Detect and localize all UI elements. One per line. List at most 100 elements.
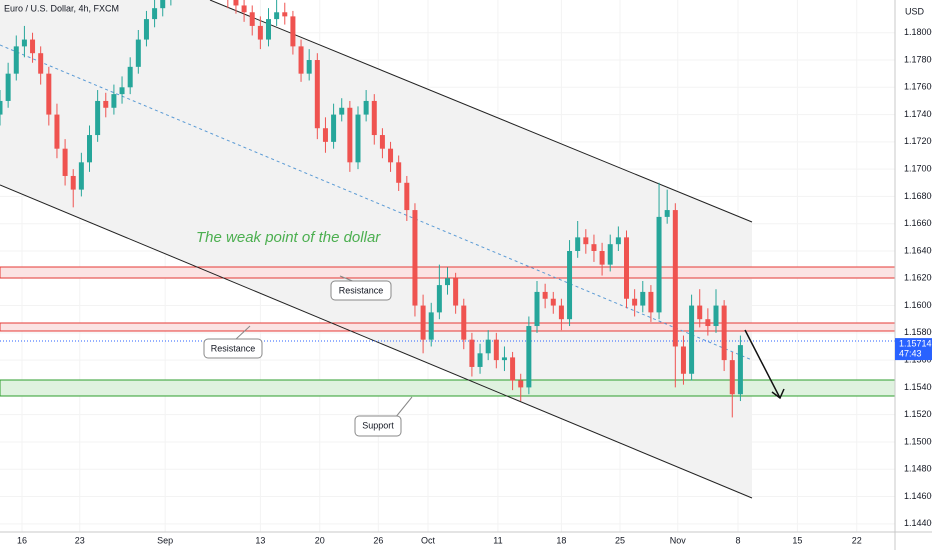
x-tick-label: 13: [255, 535, 265, 545]
channel-fill: [0, 0, 752, 498]
currency: USD: [905, 6, 925, 16]
candle-body: [412, 210, 418, 306]
candle-body: [95, 100, 101, 136]
candle-body: [379, 135, 385, 149]
candle-body: [526, 326, 532, 388]
candle-body: [558, 305, 564, 320]
candle-body: [404, 182, 410, 211]
candle-body: [624, 237, 629, 299]
candle-body: [331, 114, 337, 142]
candle-body: [249, 12, 255, 26]
candle-body: [453, 278, 459, 306]
candle-body: [445, 278, 450, 286]
label-box: [354, 415, 402, 437]
y-tick-label: 1.15000: [904, 436, 932, 446]
callout: [394, 396, 413, 419]
candle-body: [656, 216, 662, 313]
candle-body: [152, 8, 158, 20]
candle-body: [160, 0, 166, 9]
candle-body: [233, 0, 239, 6]
candle-body: [493, 339, 499, 361]
candle-body: [680, 346, 686, 374]
candle-body: [314, 60, 320, 129]
x-tick-label: 22: [852, 535, 862, 545]
candle-body: [461, 305, 467, 340]
candle-body: [672, 210, 678, 347]
candle-body: [689, 305, 695, 374]
candle-body: [599, 250, 605, 265]
x-tick-label: 18: [556, 535, 566, 545]
resistance-label: Resistance: [211, 343, 256, 353]
candle-body: [103, 100, 109, 108]
candle-body: [46, 73, 52, 115]
candle-body: [469, 339, 475, 367]
candle-body: [534, 291, 540, 327]
y-tick-label: 1.17400: [904, 109, 932, 119]
headline: The weak point of the dollar: [196, 229, 381, 246]
x-tick-label: 8: [735, 535, 740, 545]
candle-body: [420, 305, 426, 340]
candle-body: [0, 100, 3, 115]
y-tick-label: 1.14400: [904, 518, 932, 528]
y-tick-label: 1.16000: [904, 300, 932, 310]
candle-body: [306, 60, 312, 74]
overlays: The weak point of the dollar Resistance …: [196, 229, 785, 437]
last-price: 1.15714: [899, 338, 932, 348]
candle-body: [615, 237, 621, 245]
candle-body: [87, 135, 92, 163]
candle-body: [257, 25, 263, 40]
candle-body: [143, 19, 149, 40]
y-tick-label: 1.16200: [904, 273, 932, 283]
candle-body: [591, 244, 597, 251]
candle-body: [721, 305, 727, 361]
candle-body: [274, 12, 280, 20]
candle-body: [729, 360, 735, 395]
candles: [0, 0, 743, 418]
candle-body: [5, 73, 11, 101]
candle-body: [428, 312, 434, 340]
resistance-zone: [0, 322, 895, 332]
candle-body: [111, 94, 117, 108]
candle-body: [705, 319, 711, 327]
candle-body: [550, 298, 556, 306]
candle-body: [54, 114, 60, 149]
candle-body: [347, 107, 353, 163]
forecast-arrow: [744, 329, 781, 399]
candle-body: [290, 16, 296, 47]
candle-body: [70, 175, 76, 190]
resistance-label: Resistance: [339, 285, 384, 295]
y-tick-label: 1.15400: [904, 382, 932, 392]
y-tick-label: 1.16400: [904, 245, 932, 255]
candle-body: [62, 148, 68, 176]
candle-body: [607, 244, 613, 265]
x-tick-label: 26: [373, 535, 383, 545]
candle-body: [127, 66, 133, 88]
candle-body: [485, 339, 491, 354]
candle-body: [78, 162, 84, 190]
candle-body: [632, 298, 638, 306]
y-tick-label: 1.16800: [904, 191, 932, 201]
candle-body: [477, 353, 483, 367]
support-zone: [0, 379, 895, 397]
x-tick-label: Nov: [670, 535, 687, 545]
callout: [234, 325, 251, 341]
candle-body: [575, 237, 581, 251]
candle-body: [30, 39, 36, 54]
price-tag: [895, 338, 932, 361]
candle-body: [21, 39, 27, 47]
y-tick-label: 1.17200: [904, 136, 932, 146]
x-tick-label: Oct: [421, 535, 436, 545]
x-tick-label: 20: [315, 535, 325, 545]
y-tick-label: 1.17800: [904, 54, 932, 64]
channel-top: [209, 0, 753, 223]
candle-body: [542, 291, 548, 299]
candle-body: [648, 291, 654, 313]
symbol-title: Euro / U.S. Dollar, 4h, FXCM: [4, 3, 119, 13]
label-box: [203, 338, 263, 359]
candle-body: [697, 305, 703, 320]
candle-body: [436, 285, 442, 313]
candle-body: [322, 128, 328, 142]
x-tick-label: 15: [792, 535, 802, 545]
candle-body: [135, 39, 141, 67]
